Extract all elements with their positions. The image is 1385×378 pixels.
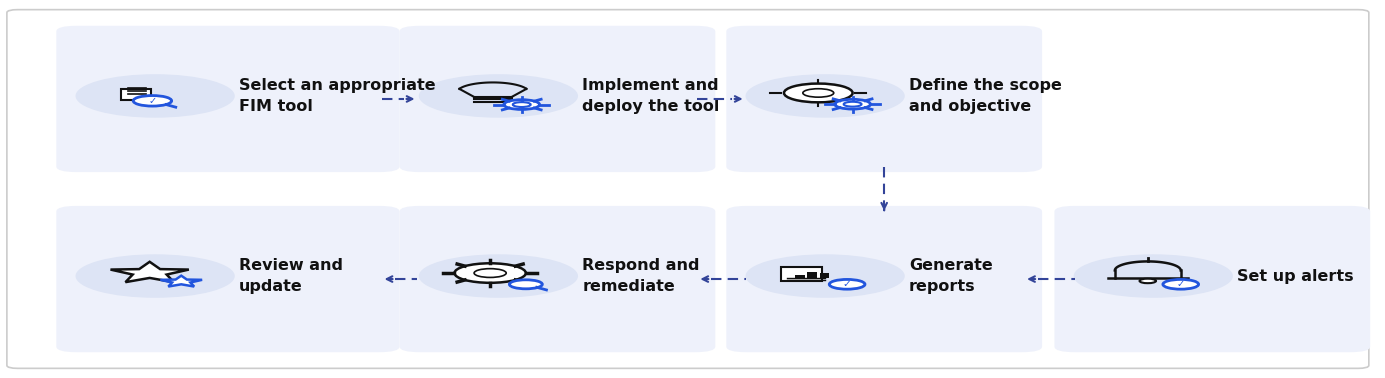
- Circle shape: [1073, 254, 1233, 298]
- FancyBboxPatch shape: [795, 274, 805, 277]
- Text: Define the scope
and objective: Define the scope and objective: [909, 78, 1062, 114]
- FancyBboxPatch shape: [807, 271, 817, 277]
- Text: Select an appropriate
FIM tool: Select an appropriate FIM tool: [238, 78, 435, 114]
- FancyBboxPatch shape: [57, 206, 399, 352]
- FancyBboxPatch shape: [399, 26, 715, 172]
- Text: ✓: ✓: [1177, 279, 1184, 289]
- Circle shape: [784, 84, 853, 102]
- FancyBboxPatch shape: [726, 206, 1042, 352]
- Text: ✓: ✓: [842, 279, 852, 289]
- Circle shape: [504, 100, 540, 110]
- Circle shape: [745, 254, 904, 298]
- FancyBboxPatch shape: [781, 266, 823, 281]
- Circle shape: [76, 254, 235, 298]
- Circle shape: [133, 96, 172, 106]
- Circle shape: [454, 263, 526, 283]
- Circle shape: [803, 89, 834, 97]
- Circle shape: [830, 279, 866, 289]
- Circle shape: [76, 74, 235, 118]
- Text: Generate
reports: Generate reports: [909, 258, 993, 294]
- Polygon shape: [161, 276, 202, 287]
- Circle shape: [418, 74, 578, 118]
- FancyBboxPatch shape: [1054, 206, 1370, 352]
- Circle shape: [835, 99, 870, 109]
- Polygon shape: [111, 262, 188, 282]
- Text: Respond and
remediate: Respond and remediate: [582, 258, 699, 294]
- Text: Set up alerts: Set up alerts: [1237, 268, 1353, 284]
- FancyBboxPatch shape: [399, 206, 715, 352]
- Text: Implement and
deploy the tool: Implement and deploy the tool: [582, 78, 720, 114]
- FancyBboxPatch shape: [57, 26, 399, 172]
- Circle shape: [510, 280, 543, 289]
- Circle shape: [474, 269, 506, 277]
- Circle shape: [745, 74, 904, 118]
- Circle shape: [1140, 279, 1156, 283]
- Circle shape: [843, 102, 861, 107]
- FancyBboxPatch shape: [120, 89, 151, 100]
- Text: ✓: ✓: [148, 96, 157, 106]
- Text: Review and
update: Review and update: [238, 258, 343, 294]
- FancyBboxPatch shape: [7, 10, 1368, 368]
- Circle shape: [418, 254, 578, 298]
- Circle shape: [512, 102, 530, 107]
- FancyBboxPatch shape: [820, 273, 830, 277]
- Circle shape: [1163, 279, 1198, 289]
- FancyBboxPatch shape: [726, 26, 1042, 172]
